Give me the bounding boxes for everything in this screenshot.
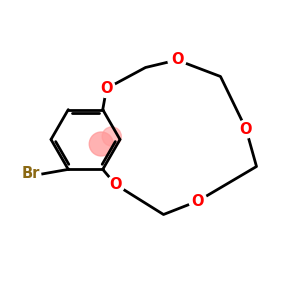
Circle shape xyxy=(237,120,255,138)
Circle shape xyxy=(98,80,116,98)
Circle shape xyxy=(189,192,207,210)
Text: O: O xyxy=(100,81,113,96)
Text: O: O xyxy=(109,177,122,192)
Circle shape xyxy=(168,51,186,69)
Text: O: O xyxy=(171,52,183,68)
Text: O: O xyxy=(240,122,252,136)
Circle shape xyxy=(102,127,122,146)
Text: O: O xyxy=(192,194,204,208)
Circle shape xyxy=(106,176,124,194)
Circle shape xyxy=(89,132,113,156)
Text: Br: Br xyxy=(22,167,40,182)
